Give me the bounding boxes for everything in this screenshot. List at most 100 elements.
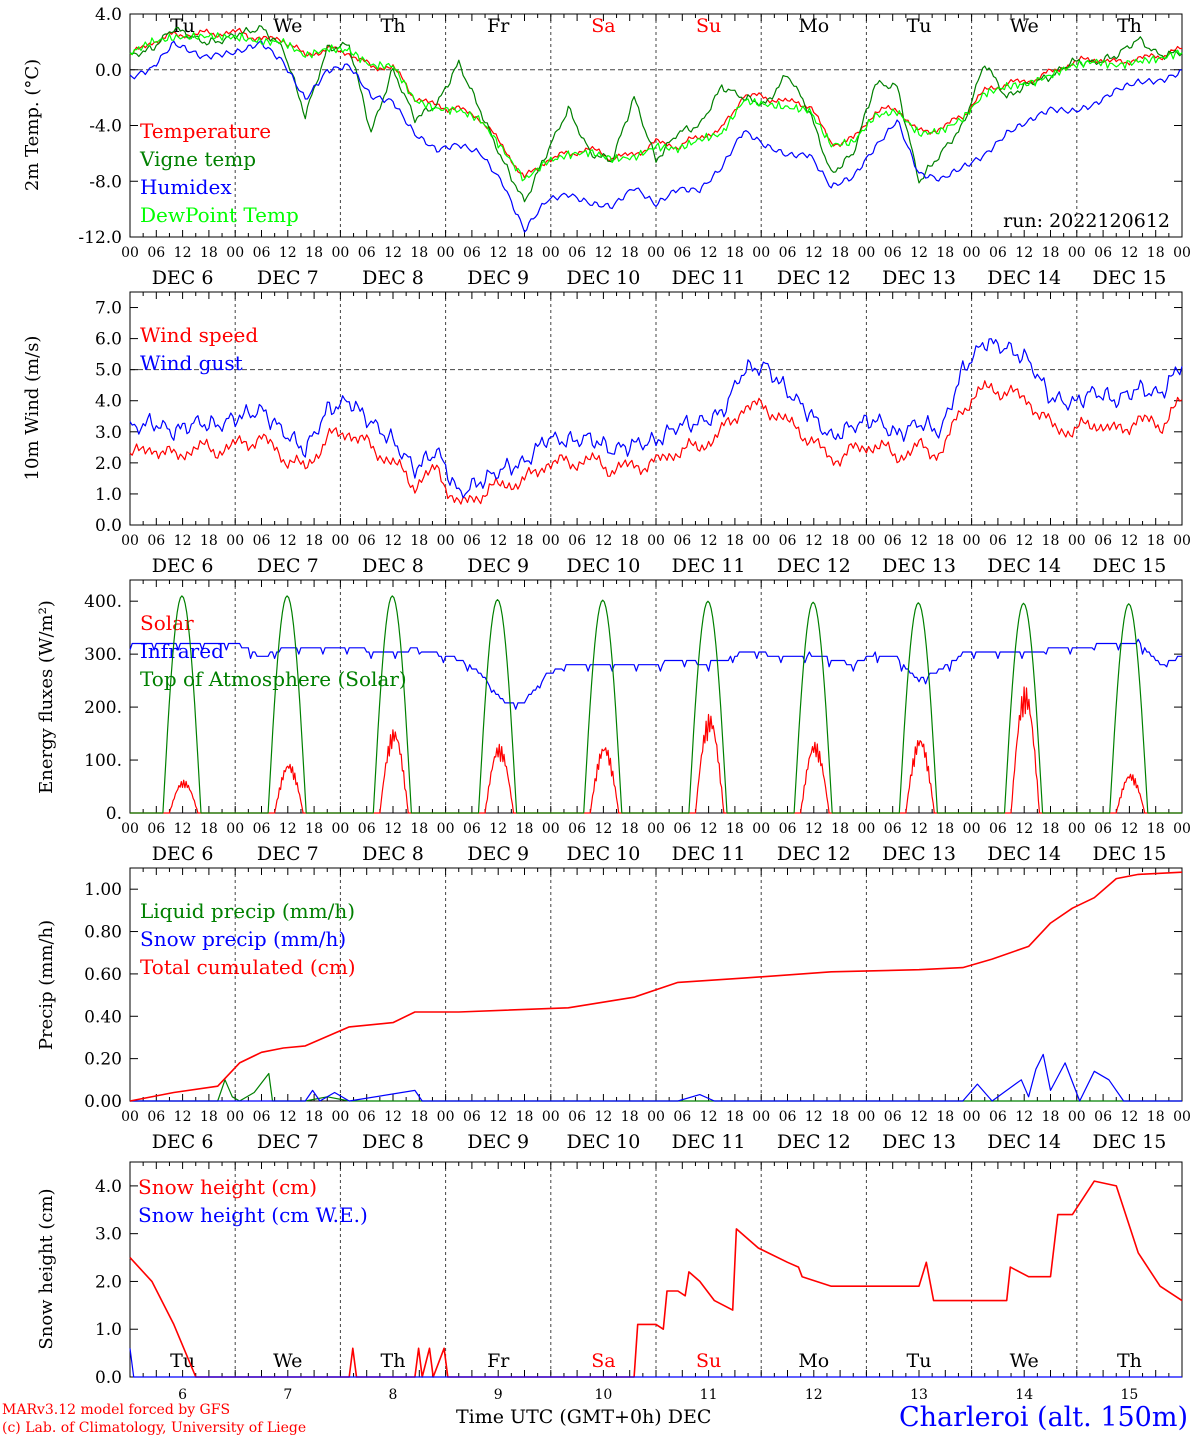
weekday-label: Mo: [798, 1350, 829, 1372]
hour-tick-label: 06: [463, 533, 481, 549]
hour-tick-label: 00: [437, 1109, 455, 1125]
y-tick-label: 4.0: [95, 1177, 122, 1197]
hour-tick-label: 12: [279, 533, 297, 549]
hour-tick-label: 12: [700, 1109, 718, 1125]
day-label: DEC 14: [987, 843, 1061, 865]
hour-tick-label: 00: [226, 821, 244, 837]
day-number-label: 11: [700, 1387, 718, 1403]
day-number-label: 12: [805, 1387, 823, 1403]
y-tick-label: 3.0: [95, 1225, 122, 1245]
hour-tick-label: 00: [121, 1109, 139, 1125]
hour-tick-label: 06: [1094, 533, 1112, 549]
legend-entry: Snow precip (mm/h): [140, 927, 346, 951]
y-tick-label: 2.0: [95, 1272, 122, 1292]
hour-tick-label: 00: [226, 1109, 244, 1125]
legend-entry: Wind gust: [140, 351, 243, 375]
y-tick-label: 400.: [84, 592, 122, 612]
hour-tick-label: 18: [200, 245, 218, 261]
hour-tick-label: 00: [331, 1109, 349, 1125]
day-label: DEC 13: [882, 1131, 956, 1153]
hour-tick-label: 06: [779, 533, 797, 549]
hour-tick-label: 12: [174, 245, 192, 261]
day-label: DEC 6: [152, 1131, 214, 1153]
day-label: DEC 11: [672, 555, 746, 577]
hour-tick-label: 00: [542, 821, 560, 837]
hour-tick-label: 18: [936, 1109, 954, 1125]
legend-entry: Top of Atmosphere (Solar): [140, 667, 407, 691]
hour-tick-label: 00: [331, 533, 349, 549]
hour-tick-label: 18: [621, 1109, 639, 1125]
hour-tick-label: 06: [884, 533, 902, 549]
y-tick-label: 0.20: [84, 1050, 122, 1070]
hour-tick-label: 18: [726, 245, 744, 261]
hour-tick-label: 00: [963, 821, 981, 837]
legend-entry: Liquid precip (mm/h): [140, 899, 355, 923]
day-label: DEC 13: [882, 843, 956, 865]
day-label: DEC 12: [777, 1131, 851, 1153]
day-label: DEC 7: [257, 1131, 319, 1153]
hour-tick-label: 18: [726, 1109, 744, 1125]
hour-tick-label: 18: [1042, 533, 1060, 549]
hour-tick-label: 12: [384, 245, 402, 261]
weekday-label: Su: [696, 15, 721, 37]
hour-tick-label: 00: [121, 245, 139, 261]
legend-entry: Humidex: [140, 175, 232, 199]
day-label: DEC 9: [467, 1131, 529, 1153]
hour-tick-label: 06: [358, 245, 376, 261]
day-label: DEC 7: [257, 843, 319, 865]
hour-tick-label: 18: [305, 245, 323, 261]
weekday-label: Mo: [798, 15, 829, 37]
hour-tick-label: 12: [805, 245, 823, 261]
hour-tick-label: 06: [358, 533, 376, 549]
day-number-label: 10: [594, 1387, 612, 1403]
day-label: DEC 14: [987, 555, 1061, 577]
hour-tick-label: 18: [1147, 533, 1165, 549]
day-label: DEC 6: [152, 843, 214, 865]
hour-tick-label: 06: [463, 821, 481, 837]
day-label: DEC 13: [882, 267, 956, 289]
hour-tick-label: 00: [1173, 821, 1191, 837]
y-axis-label: Snow height (cm): [36, 1188, 57, 1349]
hour-tick-label: 00: [226, 245, 244, 261]
hour-tick-label: 06: [147, 1109, 165, 1125]
hour-tick-label: 06: [253, 821, 271, 837]
day-label: DEC 10: [566, 555, 640, 577]
hour-tick-label: 06: [568, 245, 586, 261]
y-axis-label: Precip (mm/h): [36, 920, 57, 1050]
day-label: DEC 13: [882, 555, 956, 577]
y-tick-label: 100.: [84, 751, 122, 771]
hour-tick-label: 18: [516, 1109, 534, 1125]
run-annotation: run: 2022120612: [1003, 210, 1170, 232]
hour-tick-label: 12: [594, 1109, 612, 1125]
y-axis-label: Energy fluxes (W/m²): [36, 600, 57, 794]
series-line-wind-speed: [129, 380, 1183, 505]
hour-tick-label: 00: [542, 1109, 560, 1125]
hour-tick-label: 12: [910, 533, 928, 549]
y-axis-label: 2m Temp. (°C): [22, 59, 43, 191]
series-line-snow-height-cm-w-e-: [129, 1348, 1182, 1378]
hour-tick-label: 06: [147, 533, 165, 549]
day-number-label: 13: [910, 1387, 928, 1403]
hour-tick-label: 00: [752, 821, 770, 837]
weekday-label: Tu: [170, 15, 195, 37]
y-tick-label: 2.0: [95, 454, 122, 474]
hour-tick-label: 06: [673, 1109, 691, 1125]
series-line-snow-height-cm-: [129, 1180, 1183, 1378]
hour-tick-label: 18: [200, 1109, 218, 1125]
y-tick-label: -4.0: [89, 117, 122, 137]
legend-entry: Temperature: [140, 119, 271, 143]
y-tick-label: 4.0: [95, 392, 122, 412]
hour-tick-label: 06: [147, 245, 165, 261]
hour-tick-label: 18: [305, 821, 323, 837]
day-label: DEC 11: [672, 267, 746, 289]
hour-tick-label: 06: [673, 533, 691, 549]
day-label: DEC 12: [777, 267, 851, 289]
weekday-label: Th: [1117, 15, 1142, 37]
hour-tick-label: 06: [463, 245, 481, 261]
hour-tick-label: 00: [647, 533, 665, 549]
weekday-label: Fr: [487, 1350, 510, 1372]
hour-tick-label: 12: [910, 245, 928, 261]
y-tick-label: 6.0: [95, 330, 122, 350]
hour-tick-label: 12: [805, 821, 823, 837]
y-tick-label: 0.0: [95, 516, 122, 536]
